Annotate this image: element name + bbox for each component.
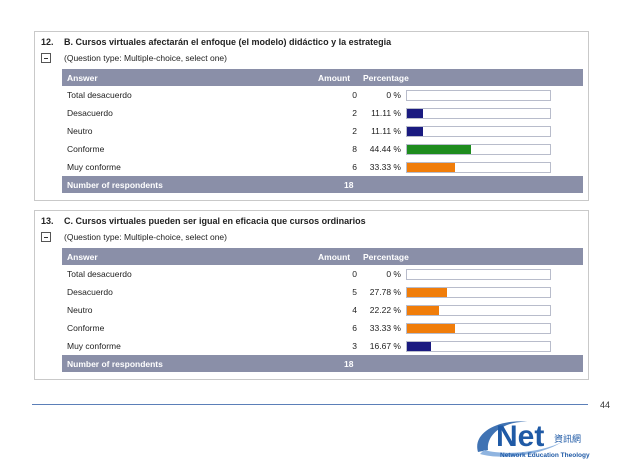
percentage-bar: [406, 126, 551, 137]
respondents-count: 18: [344, 180, 354, 190]
question-number: 13.: [41, 216, 54, 226]
percentage-bar: [406, 90, 551, 101]
percentage-bar: [406, 108, 551, 119]
answer-percentage: 0 %: [386, 269, 401, 279]
answer-percentage: 44.44 %: [369, 144, 401, 154]
answer-percentage: 11.11 %: [371, 108, 401, 118]
header-answer: Answer: [67, 73, 98, 83]
table-header: Answer Amount Percentage: [62, 248, 583, 265]
results-table: Answer Amount Percentage Total desacuerd…: [62, 69, 583, 193]
table-row: Neutro 4 22.22 %: [62, 301, 583, 319]
percentage-bar-fill: [407, 288, 447, 297]
header-amount: Amount: [318, 252, 351, 262]
survey-question-12: 12. B. Cursos virtuales afectarán el enfo…: [34, 31, 589, 201]
table-rows: Total desacuerdo 0 0 % Desacuerdo 2 11.11 % Ne…: [62, 86, 583, 176]
answer-amount: 6: [352, 162, 357, 172]
footer-divider: [32, 404, 588, 405]
question-title: 13. C. Cursos virtuales pueden ser igual …: [41, 216, 366, 226]
question-text: B. Cursos virtuales afectarán el enfoque…: [64, 37, 392, 47]
header-percentage: Percentage: [363, 252, 409, 262]
answer-label: Muy conforme: [67, 162, 121, 172]
percentage-bar: [406, 341, 551, 352]
answer-label: Conforme: [67, 144, 105, 154]
answer-label: Conforme: [67, 323, 105, 333]
logo-word: Net: [496, 420, 544, 453]
answer-label: Desacuerdo: [67, 108, 113, 118]
question-number: 12.: [41, 37, 54, 47]
question-type-line: (Question type: Multiple-choice, select …: [41, 53, 227, 63]
collapse-toggle-icon[interactable]: [41, 232, 51, 242]
answer-amount: 0: [352, 269, 357, 279]
answer-percentage: 33.33 %: [369, 162, 401, 172]
table-row: Conforme 8 44.44 %: [62, 140, 583, 158]
header-percentage: Percentage: [363, 73, 409, 83]
answer-percentage: 33.33 %: [369, 323, 401, 333]
answer-percentage: 0 %: [386, 90, 401, 100]
answer-label: Neutro: [67, 126, 93, 136]
answer-percentage: 16.67 %: [369, 341, 401, 351]
percentage-bar-fill: [407, 163, 455, 172]
answer-percentage: 22.22 %: [369, 305, 401, 315]
table-row: Desacuerdo 2 11.11 %: [62, 104, 583, 122]
answer-amount: 2: [352, 126, 357, 136]
answer-amount: 5: [352, 287, 357, 297]
percentage-bar: [406, 323, 551, 334]
swoosh-logo-icon: Net 資訊網 Network Education Theology: [477, 420, 590, 459]
answer-amount: 2: [352, 108, 357, 118]
question-type: (Question type: Multiple-choice, select …: [64, 232, 227, 242]
table-footer: Number of respondents 18: [62, 355, 583, 372]
percentage-bar-fill: [407, 127, 423, 136]
logo-chinese: 資訊網: [554, 433, 581, 445]
logo-tagline: Network Education Theology: [500, 452, 590, 459]
table-row: Total desacuerdo 0 0 %: [62, 265, 583, 283]
table-row: Conforme 6 33.33 %: [62, 319, 583, 337]
respondents-label: Number of respondents: [67, 180, 163, 190]
table-row: Neutro 2 11.11 %: [62, 122, 583, 140]
table-row: Desacuerdo 5 27.78 %: [62, 283, 583, 301]
answer-amount: 8: [352, 144, 357, 154]
table-row: Total desacuerdo 0 0 %: [62, 86, 583, 104]
respondents-count: 18: [344, 359, 354, 369]
table-header: Answer Amount Percentage: [62, 69, 583, 86]
answer-amount: 0: [352, 90, 357, 100]
answer-label: Desacuerdo: [67, 287, 113, 297]
percentage-bar: [406, 144, 551, 155]
respondents-label: Number of respondents: [67, 359, 163, 369]
survey-question-13: 13. C. Cursos virtuales pueden ser igual …: [34, 210, 589, 380]
question-type: (Question type: Multiple-choice, select …: [64, 53, 227, 63]
table-footer: Number of respondents 18: [62, 176, 583, 193]
table-row: Muy conforme 6 33.33 %: [62, 158, 583, 176]
answer-amount: 3: [352, 341, 357, 351]
page-number: 44: [600, 400, 611, 410]
percentage-bar-fill: [407, 145, 471, 154]
table-rows: Total desacuerdo 0 0 % Desacuerdo 5 27.78 % Ne…: [62, 265, 583, 355]
answer-label: Total desacuerdo: [67, 269, 132, 279]
answer-amount: 4: [352, 305, 357, 315]
collapse-toggle-icon[interactable]: [41, 53, 51, 63]
percentage-bar-fill: [407, 342, 431, 351]
question-text: C. Cursos virtuales pueden ser igual en …: [64, 216, 366, 226]
results-table: Answer Amount Percentage Total desacuerd…: [62, 248, 583, 372]
percentage-bar-fill: [407, 306, 439, 315]
answer-percentage: 11.11 %: [371, 126, 401, 136]
answer-label: Neutro: [67, 305, 93, 315]
percentage-bar-fill: [407, 109, 423, 118]
answer-label: Muy conforme: [67, 341, 121, 351]
question-type-line: (Question type: Multiple-choice, select …: [41, 232, 227, 242]
header-amount: Amount: [318, 73, 351, 83]
answer-percentage: 27.78 %: [369, 287, 401, 297]
percentage-bar: [406, 162, 551, 173]
answer-label: Total desacuerdo: [67, 90, 132, 100]
net-logo: Net 資訊網 Network Education Theology: [470, 412, 600, 462]
question-title: 12. B. Cursos virtuales afectarán el enfo…: [41, 37, 391, 47]
table-row: Muy conforme 3 16.67 %: [62, 337, 583, 355]
header-answer: Answer: [67, 252, 98, 262]
percentage-bar: [406, 287, 551, 298]
percentage-bar-fill: [407, 324, 455, 333]
percentage-bar: [406, 269, 551, 280]
answer-amount: 6: [352, 323, 357, 333]
percentage-bar: [406, 305, 551, 316]
